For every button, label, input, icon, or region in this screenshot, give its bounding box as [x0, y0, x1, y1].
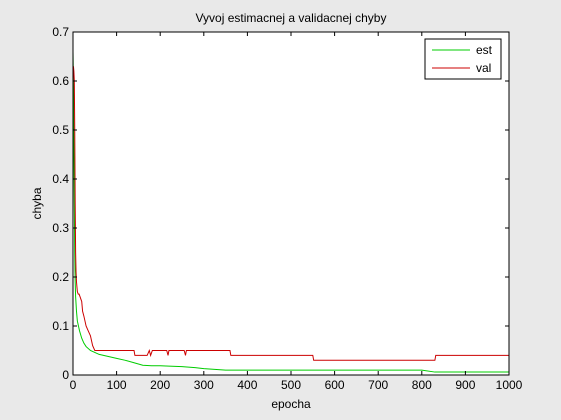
y-tick-label: 0.6	[52, 74, 69, 88]
x-axis-label: epocha	[271, 397, 311, 411]
x-tick-label: 800	[412, 378, 432, 392]
x-tick-label: 700	[368, 378, 388, 392]
x-tick-label: 1000	[496, 378, 523, 392]
series-line-val	[72, 66, 509, 361]
x-tick-label: 500	[281, 378, 301, 392]
y-tick-label: 0.4	[52, 172, 69, 186]
x-tick-label: 600	[325, 378, 345, 392]
x-tick-label: 300	[194, 378, 214, 392]
y-axis-label: chyba	[30, 187, 44, 219]
legend-label-est: est	[476, 43, 493, 57]
x-tick-label: 900	[455, 378, 475, 392]
y-tick-label: 0.7	[52, 25, 69, 39]
ticks-layer: 0 100 200 300 400 500 600 700 800 900 1000 0 0.1 0.2 0…	[52, 25, 522, 392]
y-tick-label: 0.5	[52, 123, 69, 137]
series-layer	[72, 51, 509, 373]
series-line-est	[72, 51, 509, 373]
chart-title: Vyvoj estimacnej a validacnej chyby	[196, 11, 387, 25]
y-tick-label: 0.1	[52, 319, 69, 333]
legend: est val	[424, 38, 502, 80]
plot-area	[73, 32, 509, 375]
y-tick-label: 0	[62, 368, 69, 382]
x-tick-label: 400	[237, 378, 257, 392]
y-tick-label: 0.3	[52, 221, 69, 235]
x-tick-label: 100	[107, 378, 127, 392]
x-tick-label: 200	[150, 378, 170, 392]
legend-box	[424, 38, 502, 80]
x-tick-label: 0	[70, 378, 77, 392]
y-tick-label: 0.2	[52, 270, 69, 284]
legend-label-val: val	[476, 61, 491, 75]
